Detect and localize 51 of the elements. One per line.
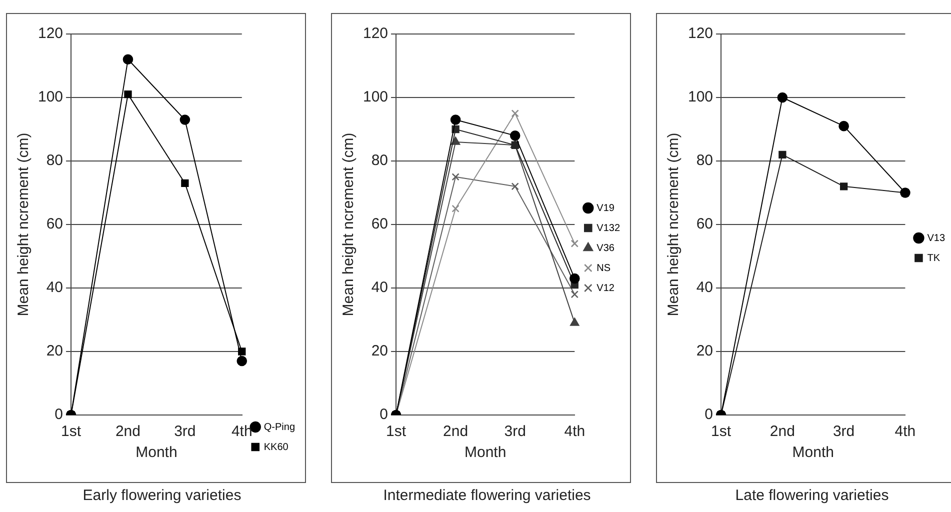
y-tick-label: 0	[704, 406, 714, 424]
x-axis-title: Month	[464, 444, 506, 462]
x-tick-label: 4th	[564, 423, 586, 440]
y-axis-title: Mean height ncrement (cm)	[340, 132, 358, 316]
text: Intermediate flowering varieties	[382, 487, 592, 504]
text: Early flowering varieties	[82, 487, 242, 504]
x-tick-label: 3rd	[504, 423, 526, 440]
x-tick-label: 4th	[231, 423, 252, 440]
legend-label: V19	[596, 202, 615, 214]
y-tick-label: 80	[371, 152, 388, 170]
legend-label: Q-Ping	[264, 422, 295, 433]
y-axis-title: Mean height ncrement (cm)	[665, 132, 682, 316]
y-tick-label: 0	[380, 406, 388, 424]
legend-label: NS	[596, 262, 611, 274]
y-tick-label: 80	[696, 152, 714, 170]
y-tick-label: 120	[38, 25, 64, 42]
legend-label: V13	[927, 232, 946, 244]
y-tick-label: 20	[46, 342, 64, 360]
x-axis-title: Month	[792, 444, 834, 462]
x-tick-label: 2nd	[770, 423, 795, 440]
y-tick-label: 60	[371, 216, 388, 233]
x-tick-label: 3rd	[174, 423, 196, 440]
x-tick-label: 1st	[386, 423, 407, 440]
y-tick-label: 20	[371, 342, 388, 360]
y-tick-label: 100	[688, 88, 714, 106]
x-tick-label: 1st	[711, 423, 732, 440]
x-tick-label: 3rd	[832, 423, 855, 440]
x-tick-label: 2nd	[115, 423, 140, 440]
y-tick-label: 60	[46, 216, 64, 233]
y-tick-label: 40	[46, 279, 64, 296]
x-tick-label: 4th	[894, 423, 916, 440]
y-tick-label: 100	[362, 88, 388, 106]
text: Late flowering varieties	[734, 487, 890, 504]
y-tick-label: 80	[46, 152, 64, 170]
legend-label: V12	[596, 282, 615, 294]
legend-label: KK60	[264, 442, 289, 453]
y-axis-title: Mean height ncrement (cm)	[15, 132, 32, 316]
y-tick-label: 40	[696, 279, 714, 296]
legend-label: V132	[596, 222, 620, 234]
legend-label: V36	[596, 242, 615, 254]
y-tick-label: 0	[54, 406, 64, 424]
x-tick-label: 2nd	[443, 423, 468, 440]
y-tick-label: 20	[696, 342, 714, 360]
y-tick-label: 40	[371, 279, 388, 296]
y-tick-label: 120	[362, 25, 388, 42]
x-axis-title: Month	[136, 444, 178, 462]
x-tick-label: 1st	[61, 423, 82, 440]
y-tick-label: 100	[38, 88, 64, 106]
y-tick-label: 60	[696, 216, 714, 233]
legend-label: TK	[927, 252, 940, 264]
y-tick-label: 120	[688, 25, 714, 42]
